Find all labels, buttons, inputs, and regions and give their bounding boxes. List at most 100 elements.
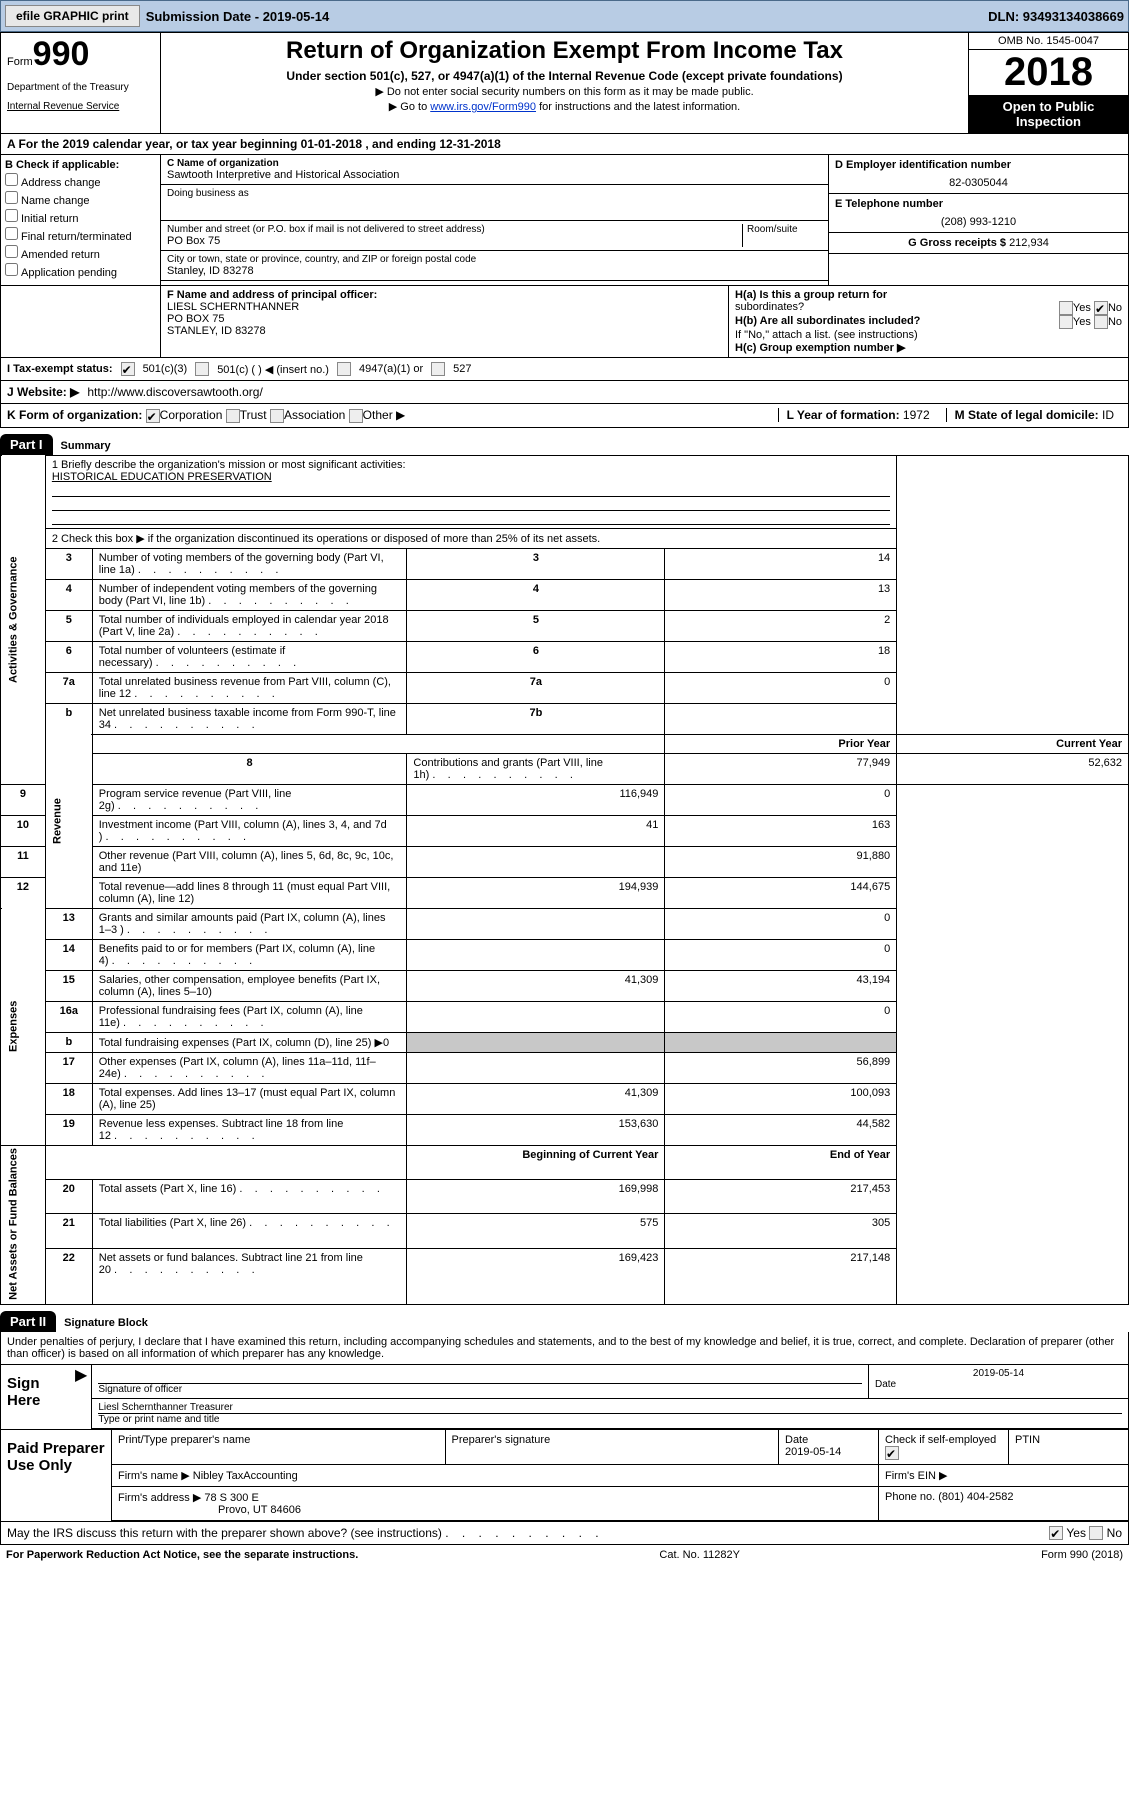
footer-left: For Paperwork Reduction Act Notice, see … [6,1549,358,1561]
tab-revenue: Revenue [45,734,92,908]
domicile: ID [1102,408,1114,422]
check-app-pending[interactable] [5,263,18,276]
line14-text: Benefits paid to or for members (Part IX… [92,939,407,970]
check-501c[interactable] [195,362,209,376]
form-org-label: K Form of organization: [7,408,142,422]
sig-officer-label: Signature of officer [98,1384,182,1395]
domicile-label: M State of legal domicile: [955,408,1099,422]
check-assoc[interactable] [270,409,284,423]
part1-header: Part I [0,434,53,455]
summary-table: Activities & Governance 1 Briefly descri… [0,455,1129,1305]
check-final-return[interactable] [5,227,18,240]
officer-addr1: PO BOX 75 [167,313,224,325]
line3-text: Number of voting members of the governin… [92,548,407,579]
part1-title: Summary [61,440,111,452]
mission-label: 1 Briefly describe the organization's mi… [52,459,890,471]
check-address-change[interactable] [5,173,18,186]
note-ssn: ▶ Do not enter social security numbers o… [165,85,964,98]
end-year-header: End of Year [830,1149,890,1161]
website-url: http://www.discoversawtooth.org/ [87,385,262,399]
note-goto-post: for instructions and the latest informat… [536,101,740,113]
current-year-header: Current Year [1056,738,1122,750]
section-b-label: B Check if applicable: [5,159,119,171]
line18-text: Total expenses. Add lines 13–17 (must eq… [92,1083,407,1114]
declaration: Under penalties of perjury, I declare th… [1,1332,1128,1364]
check-self-employed[interactable] [885,1446,899,1460]
tax-status-row: I Tax-exempt status: 501(c)(3) 501(c) ( … [0,358,1129,381]
year-formation: 1972 [903,408,930,422]
line20-text: Total assets (Part X, line 16) [92,1180,407,1214]
hb-note: If "No," attach a list. (see instruction… [735,329,1122,341]
officer-label: F Name and address of principal officer: [167,289,377,301]
section-b: B Check if applicable: Address change Na… [1,155,161,285]
firm-phone: (801) 404-2582 [938,1491,1013,1503]
line7a-val: 0 [665,672,897,703]
ptin-label: PTIN [1008,1430,1128,1464]
discuss-text: May the IRS discuss this return with the… [7,1526,599,1541]
part2-title: Signature Block [64,1317,148,1329]
year-formation-label: L Year of formation: [787,408,900,422]
check-4947[interactable] [337,362,351,376]
check-501c3[interactable] [121,362,135,376]
submission-date: Submission Date - 2019-05-14 [146,9,330,24]
form-header: Form990 Department of the Treasury Inter… [0,32,1129,134]
gross-receipts: 212,934 [1009,237,1049,249]
line6-text: Total number of volunteers (estimate if … [92,641,407,672]
line17-text: Other expenses (Part IX, column (A), lin… [92,1052,407,1083]
part2-header: Part II [0,1311,56,1332]
firm-addr-label: Firm's address ▶ [118,1492,201,1504]
hb-yes[interactable] [1059,315,1073,329]
prep-date-label: Date [785,1434,808,1446]
check-initial-return[interactable] [5,209,18,222]
sig-date: 2019-05-14 [875,1368,1122,1379]
footer-catno: Cat. No. 11282Y [659,1549,740,1561]
city: Stanley, ID 83278 [167,265,822,277]
footer-form: Form 990 (2018) [1041,1549,1123,1561]
mission: HISTORICAL EDUCATION PRESERVATION [52,471,890,483]
phone-label: E Telephone number [835,198,1122,210]
website-label: J Website: ▶ [7,385,79,399]
ha-yes[interactable] [1059,301,1073,315]
sig-date-label: Date [875,1379,896,1390]
efile-button[interactable]: efile GRAPHIC print [5,5,140,27]
line5-text: Total number of individuals employed in … [92,610,407,641]
prep-date: 2019-05-14 [785,1446,841,1458]
dept-irs: Internal Revenue Service [7,101,154,112]
discuss-yes[interactable] [1049,1526,1063,1540]
check-other[interactable] [349,409,363,423]
line8-text: Contributions and grants (Part VIII, lin… [407,753,665,784]
firm-addr1: 78 S 300 E [204,1492,258,1504]
line6-val: 18 [665,641,897,672]
line21-text: Total liabilities (Part X, line 26) [92,1214,407,1248]
discuss-no[interactable] [1089,1526,1103,1540]
org-name: Sawtooth Interpretive and Historical Ass… [167,169,822,181]
line19-text: Revenue less expenses. Subtract line 18 … [92,1114,407,1145]
line10-text: Investment income (Part VIII, column (A)… [92,815,407,846]
prior-year-header: Prior Year [838,738,890,750]
form-number: 990 [33,35,90,73]
check-amended[interactable] [5,245,18,258]
phone: (208) 993-1210 [835,216,1122,228]
check-corp[interactable] [146,409,160,423]
tab-netassets: Net Assets or Fund Balances [1,1145,46,1304]
line9-text: Program service revenue (Part VIII, line… [92,784,407,815]
ha-sub: subordinates? [735,301,804,315]
irs-link[interactable]: www.irs.gov/Form990 [430,101,536,113]
open-inspection: Open to Public Inspection [969,95,1128,133]
form-subtitle: Under section 501(c), 527, or 4947(a)(1)… [165,69,964,83]
hb-no[interactable] [1094,315,1108,329]
check-trust[interactable] [226,409,240,423]
ha-label: H(a) Is this a group return for [735,289,887,301]
line7b-val [665,703,897,734]
omb-number: OMB No. 1545-0047 [969,33,1128,50]
begin-year-header: Beginning of Current Year [522,1149,658,1161]
check-527[interactable] [431,362,445,376]
line7a-text: Total unrelated business revenue from Pa… [92,672,407,703]
line12-text: Total revenue—add lines 8 through 11 (mu… [92,877,407,908]
firm-ein-label: Firm's EIN ▶ [878,1465,1128,1486]
ha-no[interactable] [1094,301,1108,315]
check-name-change[interactable] [5,191,18,204]
line13-text: Grants and similar amounts paid (Part IX… [92,908,407,939]
city-label: City or town, state or province, country… [167,254,822,265]
prep-name-label: Print/Type preparer's name [111,1430,445,1464]
